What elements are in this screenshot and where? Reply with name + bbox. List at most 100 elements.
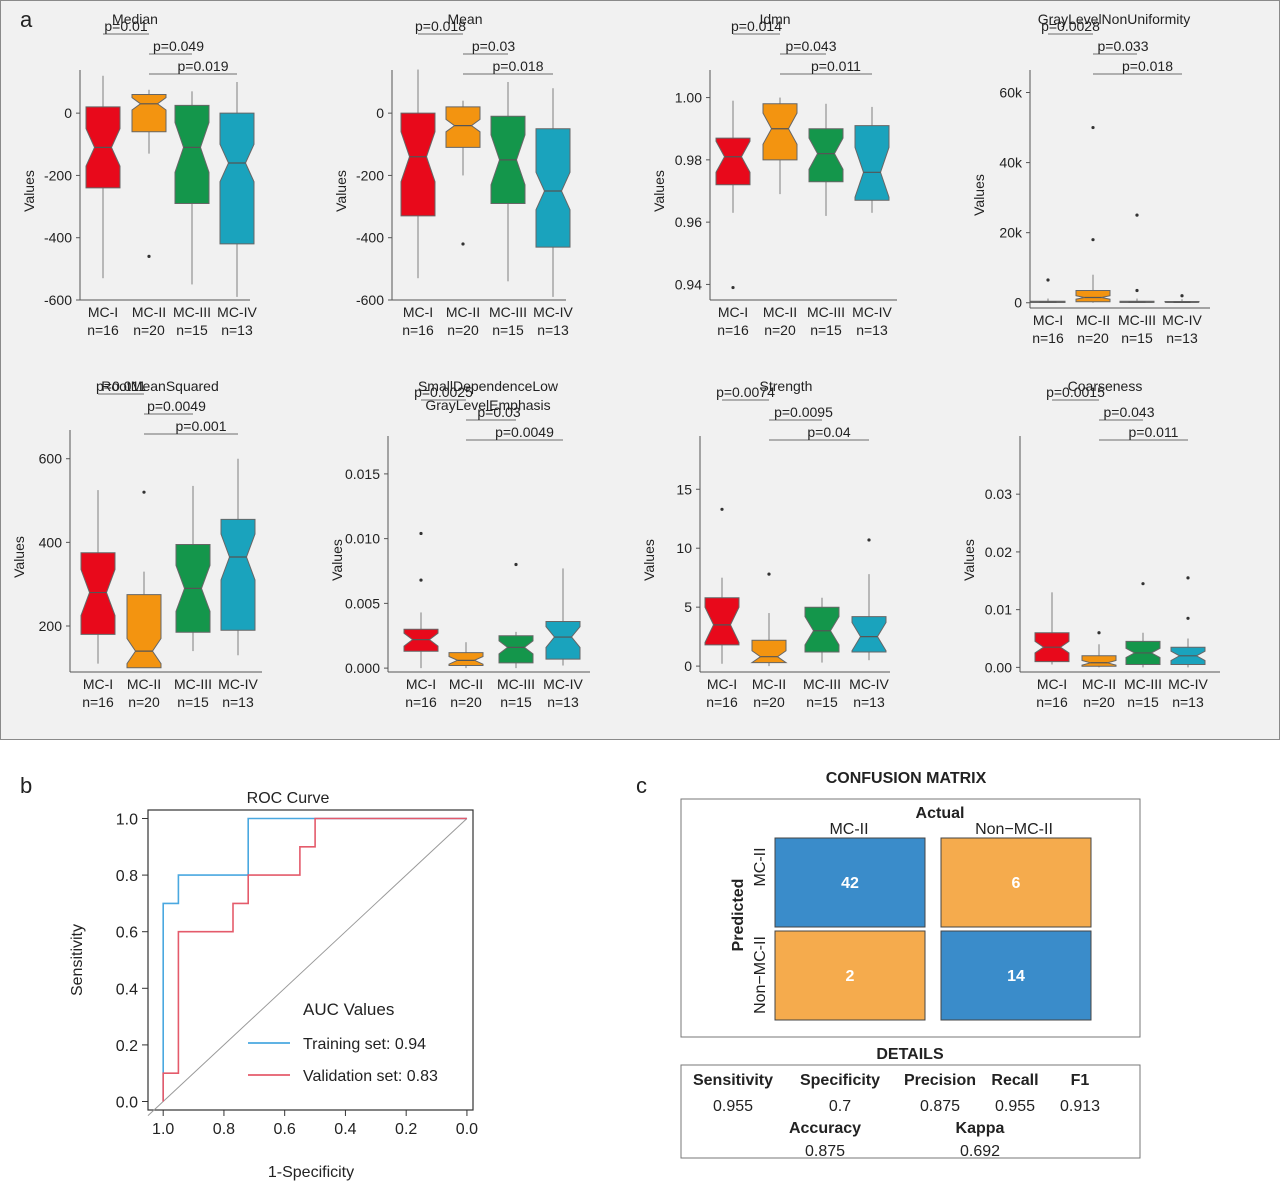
p-value-label: p=0.001 [176, 418, 227, 434]
p-value-label: p=0.049 [153, 38, 204, 54]
p-value-label: p=0.011 [96, 378, 146, 394]
column-label: Non−MC-II [975, 821, 1053, 838]
y-axis-label: Values [329, 539, 345, 581]
box-MC-II [1081, 631, 1117, 668]
p-value-label: p=0.033 [1098, 38, 1149, 54]
p-value-label: p=0.0015 [1046, 384, 1105, 400]
plot-frame [147, 809, 474, 1111]
actual-label: Actual [916, 805, 965, 822]
x-count-label: n=20 [447, 322, 479, 338]
x-tick-label: MC-I [406, 676, 436, 692]
y-tick-label: -400 [44, 230, 72, 246]
outlier-point [1135, 213, 1139, 217]
p-value-label: p=0.03 [472, 38, 515, 54]
y-tick-label: 200 [39, 618, 63, 634]
x-count-label: n=16 [87, 322, 119, 338]
box-MC-III [1119, 213, 1155, 303]
row-label: MC-II [752, 847, 769, 886]
box-body [400, 112, 436, 217]
chart-title: SmallDependenceLow [418, 378, 559, 394]
x-count-label: n=13 [856, 322, 888, 338]
y-tick-label: -200 [44, 167, 72, 183]
p-value-label: p=0.0074 [716, 384, 775, 400]
x-count-label: n=15 [176, 322, 208, 338]
box-MC-II [448, 642, 484, 669]
details-value: 0.692 [960, 1143, 1000, 1160]
box-MC-III [174, 91, 210, 285]
x-count-label: n=15 [500, 694, 532, 710]
outlier-point [142, 490, 146, 494]
outlier-point [1135, 288, 1139, 293]
roc-line-validation [162, 817, 467, 1102]
x-count-label: n=15 [806, 694, 838, 710]
details-value: 0.7 [829, 1098, 851, 1115]
box-MC-I [80, 490, 116, 664]
y-axis-label: Values [333, 170, 349, 212]
y-tick-label: -200 [356, 167, 384, 183]
row-label: Non−MC-II [752, 936, 769, 1014]
x-tick-label: MC-IV [1162, 312, 1202, 328]
p-value-label: p=0.01 [104, 18, 147, 34]
y-axis-label: Values [11, 536, 27, 578]
chart-title: Median [112, 11, 158, 27]
box-body [448, 652, 484, 666]
x-tick-label: MC-IV [849, 676, 889, 692]
y-tick-label: 0 [376, 105, 384, 121]
boxplot-panel-8: Coarseness Values 0.03 0.02 0.01 0.00 MC-I n=16… [961, 378, 1220, 710]
chart-title: Idmn [759, 11, 790, 27]
outlier-point [1180, 294, 1184, 298]
box-body [808, 128, 844, 183]
x-tick-label: MC-IV [533, 304, 573, 320]
p-value-label: p=0.018 [493, 58, 544, 74]
box-body [174, 104, 210, 204]
roc-line-training [162, 817, 467, 1102]
legend-entry: Validation set: 0.83 [303, 1068, 438, 1085]
box-body [220, 518, 256, 631]
x-tick-label: MC-IV [217, 304, 257, 320]
y-tick-label: 0.96 [675, 214, 702, 230]
x-count-label: n=20 [128, 694, 160, 710]
x-tick-label: MC-III [497, 676, 535, 692]
box-body [131, 94, 167, 133]
box-MC-III [1125, 582, 1161, 668]
x-count-label: n=20 [450, 694, 482, 710]
box-MC-III [808, 103, 844, 216]
y-tick-label: 0.2 [116, 1038, 138, 1055]
chart-title: RootMeanSquared [101, 378, 219, 394]
y-axis-label: Values [961, 539, 977, 581]
outlier-point [1186, 576, 1190, 580]
box-body [854, 125, 890, 201]
y-tick-label: 0.94 [675, 276, 702, 292]
chart-title: ROC Curve [247, 790, 330, 807]
y-tick-label: 60k [999, 85, 1023, 101]
box-MC-II [131, 89, 167, 258]
x-tick-label: MC-II [752, 676, 786, 692]
outlier-point [1141, 582, 1145, 586]
details-header: F1 [1071, 1072, 1090, 1089]
y-axis-label: Values [651, 170, 667, 212]
x-count-label: n=13 [1172, 694, 1204, 710]
x-count-label: n=20 [764, 322, 796, 338]
x-tick-label: MC-I [1037, 676, 1067, 692]
box-body [762, 103, 798, 161]
x-count-label: n=16 [1036, 694, 1068, 710]
box-MC-I [715, 100, 751, 290]
details-header: Accuracy [789, 1120, 861, 1137]
outlier-point [1091, 125, 1095, 130]
x-tick-label: MC-III [803, 676, 841, 692]
p-value-label: p=0.0049 [495, 424, 554, 440]
details-header: Precision [904, 1072, 976, 1089]
outlier-point [720, 507, 724, 511]
y-tick-label: 0.015 [345, 466, 380, 482]
box-MC-IV [220, 458, 256, 656]
y-axis-label: Values [641, 539, 657, 581]
y-tick-label: 0.01 [985, 602, 1012, 618]
x-tick-label: MC-II [446, 304, 480, 320]
x-tick-label: MC-III [1124, 676, 1162, 692]
box-body [445, 106, 481, 148]
box-MC-IV [851, 538, 887, 661]
p-value-label: p=0.043 [786, 38, 837, 54]
boxplot-panel-2: Mean Values 0 -200 -400 -600 MC-I n=16 MC-II n=20… [333, 11, 573, 338]
x-tick-label: MC-IV [543, 676, 583, 692]
